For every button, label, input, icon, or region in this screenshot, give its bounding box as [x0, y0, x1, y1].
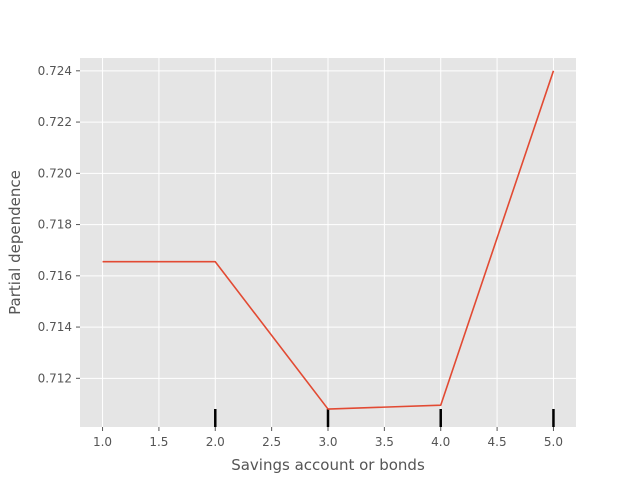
y-tick-label: 0.716: [38, 269, 72, 283]
series-layer: [102, 70, 555, 410]
x-tick-label: 2.5: [262, 435, 281, 449]
y-axis-ticks: 0.712 0.714 0.716 0.718 0.720 0.722 0.724: [38, 64, 80, 385]
y-axis-label: Partial dependence: [6, 170, 24, 315]
x-tick-label: 1.0: [93, 435, 112, 449]
x-tick-label: 4.0: [431, 435, 450, 449]
x-tick-label: 4.5: [488, 435, 507, 449]
x-tick-label: 3.5: [375, 435, 394, 449]
y-tick-label: 0.724: [38, 64, 72, 78]
y-tick-label: 0.720: [38, 166, 72, 180]
y-tick-label: 0.722: [38, 115, 72, 129]
x-axis-label: Savings account or bonds: [231, 456, 425, 474]
y-tick-label: 0.714: [38, 320, 72, 334]
y-tick-label: 0.712: [38, 371, 72, 385]
grid-lines: [80, 58, 576, 427]
rug-marks: [214, 409, 555, 427]
x-tick-label: 5.0: [544, 435, 563, 449]
x-tick-label: 1.5: [149, 435, 168, 449]
x-axis-ticks: 1.0 1.5 2.0 2.5 3.0 3.5 4.0 4.5 5.0: [93, 427, 563, 449]
y-tick-label: 0.718: [38, 218, 72, 232]
x-tick-label: 3.0: [318, 435, 337, 449]
x-tick-label: 2.0: [206, 435, 225, 449]
